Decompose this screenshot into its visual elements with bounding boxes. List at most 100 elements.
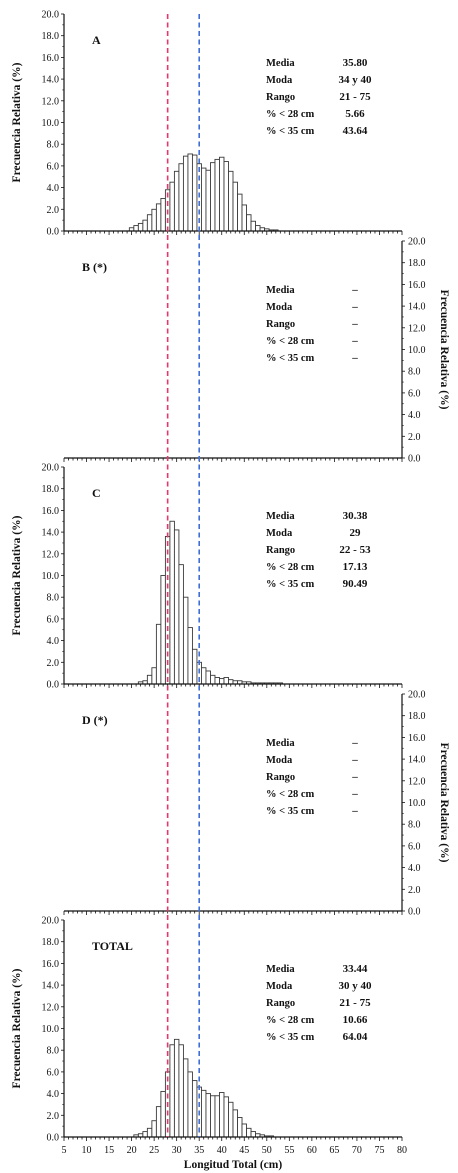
stat-label-media: Media — [266, 58, 295, 69]
y-tick-label: 16.0 — [408, 280, 426, 291]
y-tick-label: 0.0 — [47, 1133, 60, 1144]
stat-value-pct35: 43.64 — [343, 125, 368, 137]
histogram-bar — [223, 677, 229, 685]
stat-label-rango: Rango — [266, 319, 295, 330]
histogram-bar — [187, 1071, 193, 1138]
panel-label: A — [92, 33, 101, 47]
histogram-bar — [232, 181, 238, 232]
x-tick-label: 35 — [194, 1145, 204, 1156]
stat-value-media: 35.80 — [343, 57, 368, 69]
y-tick-label: 2.0 — [47, 658, 60, 669]
stat-label-pct35: % < 35 cm — [266, 806, 315, 817]
panel-1: 0.0 2.0 4.0 6.0 8.0 10.0 12.0 14.0 16.0 18.0 20.0 F… — [11, 10, 403, 238]
stat-value-rango: – — [351, 318, 358, 330]
histogram-bar — [237, 193, 243, 232]
y-tick-label: 6.0 — [47, 161, 60, 172]
histogram-bar — [219, 156, 225, 232]
stat-value-pct35: 64.04 — [343, 1031, 368, 1043]
y-tick-label: 10.0 — [42, 1024, 60, 1035]
stat-value-moda: 34 y 40 — [339, 74, 373, 86]
histogram-bar — [228, 679, 234, 685]
histogram-bar — [146, 214, 153, 232]
x-tick-label: 65 — [329, 1145, 339, 1156]
histogram-bar — [223, 1096, 229, 1138]
stat-value-pct28: 10.66 — [343, 1014, 368, 1026]
y-tick-label: 8.0 — [47, 140, 60, 151]
histogram-bar — [173, 1038, 180, 1138]
y-tick-label: 16.0 — [408, 733, 426, 744]
stat-value-moda: 30 y 40 — [339, 980, 373, 992]
y-tick-label: 20.0 — [42, 916, 60, 927]
histogram-bar — [237, 1117, 243, 1138]
histogram-bar — [160, 197, 166, 232]
x-tick-label: 50 — [262, 1145, 272, 1156]
stat-label-pct28: % < 28 cm — [266, 1015, 315, 1026]
y-tick-label: 2.0 — [47, 205, 60, 216]
stat-value-media: – — [351, 737, 358, 749]
histogram-bar — [241, 1123, 247, 1138]
stat-value-pct28: – — [351, 788, 358, 800]
stat-value-pct35: – — [351, 352, 358, 364]
histogram-bar — [232, 1109, 238, 1138]
panel-label: TOTAL — [92, 939, 133, 953]
y-axis-title: Frecuencia Relativa (%) — [11, 968, 23, 1088]
x-tick-label: 45 — [239, 1145, 249, 1156]
panel-4: 0.0 2.0 4.0 6.0 8.0 10.0 12.0 14.0 16.0 18.0 20.0 F… — [63, 690, 450, 918]
histogram-bar — [142, 1131, 148, 1138]
histogram-bar — [151, 1120, 157, 1138]
y-tick-label: 10.0 — [408, 345, 426, 356]
stat-value-rango: 21 - 75 — [339, 997, 371, 1009]
y-tick-label: 4.0 — [408, 863, 421, 874]
y-tick-label: 0.0 — [47, 680, 60, 691]
stat-label-pct28: % < 28 cm — [266, 789, 315, 800]
y-tick-label: 6.0 — [47, 1067, 60, 1078]
stat-label-moda: Moda — [266, 302, 293, 313]
stat-label-moda: Moda — [266, 755, 293, 766]
stat-label-rango: Rango — [266, 92, 295, 103]
panel-label: B (*) — [82, 260, 107, 274]
histogram-bar — [191, 648, 198, 685]
histogram-bar — [146, 674, 153, 685]
y-tick-label: 20.0 — [408, 237, 426, 248]
x-tick-label: 20 — [127, 1145, 137, 1156]
y-tick-label: 4.0 — [47, 1089, 60, 1100]
stat-label-pct35: % < 35 cm — [266, 353, 315, 364]
histogram-bar — [228, 1101, 234, 1138]
stat-label-moda: Moda — [266, 75, 293, 86]
histogram-bar — [169, 520, 175, 685]
stat-value-media: – — [351, 284, 358, 296]
y-tick-label: 16.0 — [42, 53, 60, 64]
histogram-bar — [191, 154, 198, 232]
y-axis-title: Frecuencia Relativa (%) — [438, 743, 450, 863]
histogram-bar — [223, 161, 229, 232]
stat-value-moda: 29 — [350, 527, 362, 539]
y-axis-title: Frecuencia Relativa (%) — [11, 62, 23, 182]
y-tick-label: 4.0 — [47, 636, 60, 647]
histogram-bar — [173, 170, 180, 232]
histogram-bar — [191, 1080, 198, 1138]
y-tick-label: 12.0 — [42, 96, 60, 107]
x-tick-label: 55 — [284, 1145, 294, 1156]
x-tick-label: 15 — [104, 1145, 114, 1156]
histogram-bar — [228, 170, 234, 232]
panel-5: 0.0 2.0 4.0 6.0 8.0 10.0 12.0 14.0 16.0 18.0 20.0 F… — [11, 916, 403, 1144]
y-tick-label: 18.0 — [408, 258, 426, 269]
stat-label-media: Media — [266, 511, 295, 522]
histogram-bar — [182, 1058, 189, 1138]
y-tick-label: 8.0 — [408, 367, 421, 378]
panel-label: C — [92, 486, 101, 500]
histogram-bar — [160, 575, 166, 685]
histogram-bar — [205, 1093, 211, 1138]
histogram-bar — [155, 1106, 162, 1138]
y-axis-title: Frecuencia Relativa (%) — [438, 290, 450, 410]
y-tick-label: 8.0 — [47, 1046, 60, 1057]
y-tick-label: 6.0 — [47, 614, 60, 625]
y-tick-label: 2.0 — [408, 885, 421, 896]
x-tick-label: 60 — [307, 1145, 317, 1156]
y-tick-label: 18.0 — [42, 937, 60, 948]
histogram-bar — [155, 203, 162, 232]
y-tick-label: 12.0 — [42, 1002, 60, 1013]
y-tick-label: 14.0 — [42, 528, 60, 539]
y-tick-label: 14.0 — [42, 75, 60, 86]
